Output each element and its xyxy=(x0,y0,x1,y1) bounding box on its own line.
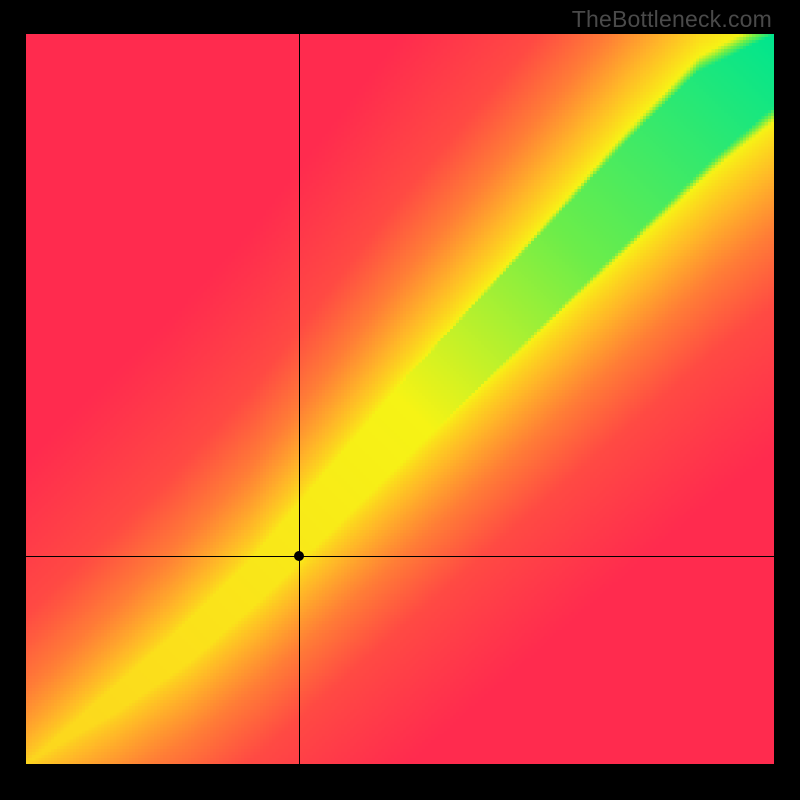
watermark-text: TheBottleneck.com xyxy=(572,6,772,33)
heatmap-canvas xyxy=(26,34,774,764)
crosshair-marker-dot xyxy=(294,551,304,561)
bottleneck-heatmap-plot xyxy=(26,34,774,764)
crosshair-horizontal-line xyxy=(26,556,774,557)
crosshair-vertical-line xyxy=(299,34,300,764)
